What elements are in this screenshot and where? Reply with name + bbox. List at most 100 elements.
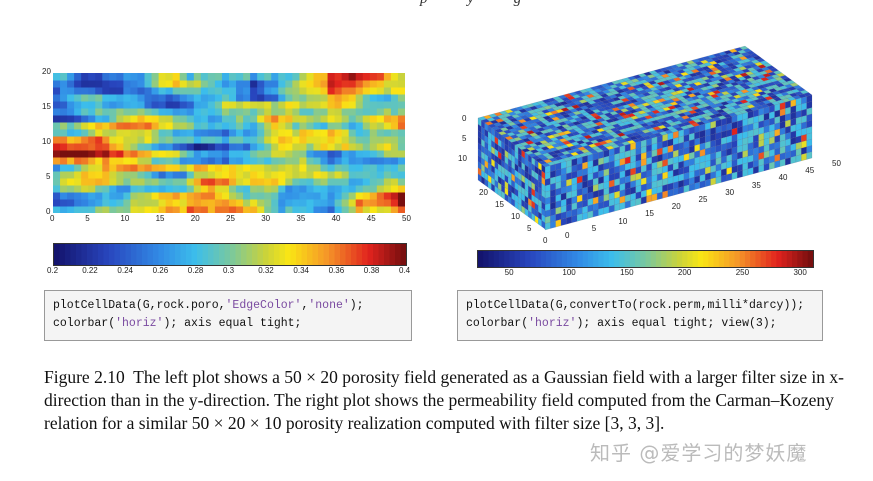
heatmap-cell — [327, 101, 336, 109]
heatmap-cell — [74, 101, 82, 109]
colorbar-tick-label: 0.4 — [399, 266, 411, 275]
heatmap-cell — [341, 115, 350, 123]
front-face-cell — [726, 173, 733, 182]
heatmap-cell — [151, 206, 160, 213]
heatmap-cell — [137, 108, 146, 116]
front-face-cell — [555, 219, 562, 228]
heatmap-cell — [390, 87, 399, 95]
heatmap-cell — [165, 206, 174, 213]
front-face-cell — [753, 165, 759, 175]
heatmap-cell — [306, 80, 314, 88]
heatmap-cell — [313, 73, 322, 81]
colorbar-segment — [572, 251, 578, 267]
heatmap-cell — [200, 108, 209, 116]
heatmap-cell — [193, 143, 202, 151]
heatmap-cell — [376, 150, 385, 158]
heatmap-cell — [102, 192, 110, 200]
colorbar-segment — [650, 251, 657, 267]
heatmap-cell — [383, 199, 392, 207]
heatmap-cell — [151, 157, 160, 165]
heatmap-cell — [257, 73, 265, 81]
heatmap-cell — [236, 87, 244, 95]
heatmap-cell — [214, 129, 223, 137]
heatmap-cell — [376, 87, 385, 95]
heatmap-cell — [320, 108, 329, 116]
front-face-cell — [662, 190, 669, 199]
colorbar-tick-label: 200 — [677, 268, 692, 277]
heatmap-cell — [165, 73, 174, 81]
heatmap-cell — [306, 206, 314, 213]
heatmap-cell — [341, 122, 350, 130]
heatmap-cell — [327, 164, 336, 172]
front-face-cell — [587, 210, 594, 219]
heatmap-cell — [172, 122, 181, 130]
heatmap-cell — [67, 192, 75, 200]
heatmap-cell — [151, 87, 160, 95]
watermark: 知乎 @爱学习的梦妖魔 — [590, 441, 808, 465]
heatmap-cell — [397, 101, 405, 109]
heatmap-cell — [369, 143, 378, 151]
heatmap-cell — [271, 94, 279, 102]
heatmap-cell — [369, 73, 378, 81]
heatmap-cell — [193, 164, 202, 172]
heatmap-cell — [165, 199, 174, 207]
heatmap-cell — [271, 199, 279, 207]
heatmap-cell — [376, 122, 385, 130]
heatmap-cell — [299, 192, 307, 200]
heatmap-cell — [376, 157, 385, 165]
heatmap-cell — [313, 157, 322, 165]
heatmap-cell — [292, 101, 300, 109]
heatmap-cell — [355, 122, 364, 130]
heatmap-cell — [214, 150, 223, 158]
heatmap-cell — [292, 164, 300, 172]
front-face-cell — [715, 175, 722, 185]
heatmap-cell — [144, 171, 153, 179]
heatmap-cell — [95, 185, 103, 193]
colorbar-segment — [180, 244, 187, 265]
heatmap-cell — [348, 192, 357, 200]
heatmap-cell — [95, 206, 103, 213]
heatmap-cell — [67, 150, 75, 158]
heatmap-cell — [348, 136, 357, 144]
heatmap-cell — [355, 108, 364, 116]
heatmap-cell — [74, 192, 82, 200]
heatmap-cell — [74, 199, 82, 207]
heatmap-cell — [200, 73, 209, 81]
heatmap-cell — [165, 101, 174, 109]
heatmap-cell — [200, 122, 209, 130]
heatmap-cell — [60, 136, 68, 144]
heatmap-cell — [229, 129, 237, 137]
heatmap-cell — [95, 178, 103, 186]
heatmap-cell — [243, 129, 251, 137]
heatmap-cell — [299, 115, 307, 123]
front-face-cell — [550, 220, 556, 229]
heatmap-cell — [397, 185, 405, 193]
heatmap-cell — [95, 87, 103, 95]
heatmap-cell — [144, 136, 153, 144]
heatmap-cell — [362, 94, 371, 102]
heatmap-cell — [250, 192, 258, 200]
colorbar-segment — [750, 251, 756, 267]
heatmap-cell — [207, 136, 216, 144]
heatmap-cell — [144, 199, 153, 207]
heatmap-cell — [285, 101, 293, 109]
heatmap-cell — [376, 129, 385, 137]
heatmap-cell — [397, 80, 405, 88]
heatmap-cell — [327, 206, 336, 213]
heatmap-cell — [165, 122, 174, 130]
heatmap-cell — [355, 206, 364, 213]
heatmap-cell — [313, 178, 322, 186]
heatmap-cell — [179, 164, 188, 172]
heatmap-cell — [383, 178, 392, 186]
heatmap-cell — [88, 199, 96, 207]
heatmap-cell — [229, 206, 237, 213]
x-axis-tick-label: 20 — [671, 202, 681, 212]
colorbar-segment — [708, 251, 715, 267]
heatmap-cell — [88, 108, 96, 116]
y-tick-label: 10 — [42, 137, 51, 146]
heatmap-cell — [285, 80, 293, 88]
heatmap-cell — [383, 185, 392, 193]
heatmap-cell — [236, 94, 244, 102]
heatmap-cell — [236, 115, 244, 123]
x-tick-label: 10 — [120, 214, 130, 223]
